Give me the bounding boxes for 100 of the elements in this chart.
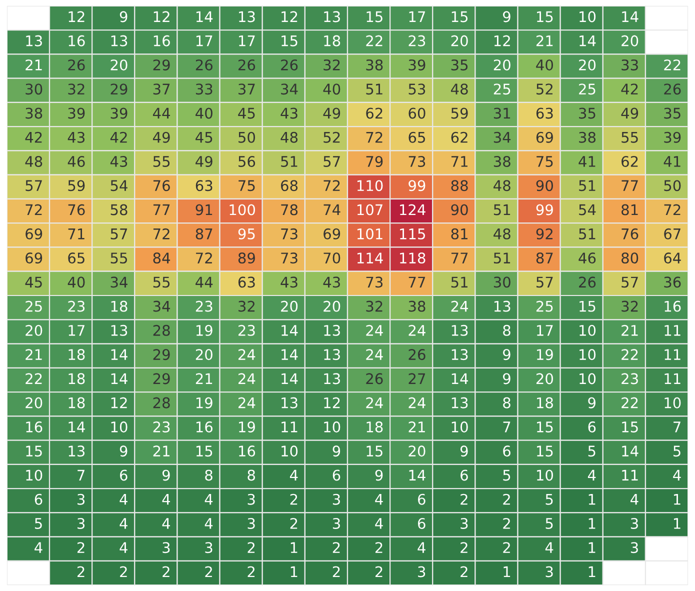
data-label: 23: [408, 35, 426, 46]
data-label: 13: [324, 349, 340, 360]
data-label: 26: [68, 59, 85, 70]
data-label: 10: [537, 470, 553, 481]
data-label: 22: [622, 349, 638, 360]
data-label: 18: [68, 397, 85, 408]
data-label: 81: [451, 228, 468, 240]
data-label: 24: [238, 349, 256, 360]
data-label: 15: [537, 422, 553, 432]
data-label: 17: [196, 36, 212, 46]
data-label: 2: [460, 542, 468, 553]
data-label: 2: [77, 542, 84, 553]
data-label: 20: [622, 35, 638, 46]
data-label: 55: [622, 132, 638, 143]
data-label: 18: [68, 349, 85, 360]
data-label: 10: [452, 421, 468, 432]
data-label: 28: [153, 397, 170, 408]
data-label: 13: [282, 397, 298, 408]
data-label: 48: [450, 84, 468, 95]
data-label: 28: [153, 324, 170, 336]
data-label: 11: [282, 422, 298, 432]
data-label: 20: [408, 446, 426, 457]
data-label: 29: [110, 84, 128, 95]
data-label: 14: [282, 325, 298, 336]
data-label: 3: [248, 494, 255, 505]
data-label: 73: [281, 252, 298, 264]
data-label: 7: [674, 422, 680, 432]
data-label: 39: [408, 59, 426, 70]
data-label: 14: [111, 349, 128, 360]
data-label: 13: [452, 397, 468, 408]
data-label: 49: [323, 108, 340, 119]
data-label: 50: [664, 180, 681, 192]
data-label: 23: [68, 300, 85, 312]
data-label: 6: [460, 470, 468, 481]
data-label: 73: [366, 276, 383, 288]
data-label: 2: [460, 566, 468, 578]
data-label: 2: [375, 566, 382, 578]
data-label: 36: [664, 276, 681, 288]
data-label: 76: [68, 204, 85, 216]
data-label: 14: [622, 446, 638, 456]
data-label: 22: [366, 35, 382, 46]
data-label: 15: [366, 11, 382, 22]
data-label: 17: [537, 325, 553, 336]
data-label: 3: [78, 494, 85, 505]
data-label: 1: [588, 518, 596, 529]
data-label: 26: [238, 59, 256, 70]
data-label: 5: [546, 494, 553, 505]
data-label: 4: [34, 542, 42, 553]
data-label: 38: [26, 108, 42, 119]
data-label: 19: [196, 397, 212, 408]
data-label: 52: [536, 84, 552, 95]
data-label: 11: [664, 349, 680, 360]
data-label: 79: [366, 156, 383, 168]
data-label: 20: [26, 324, 42, 336]
data-label: 20: [451, 35, 468, 46]
data-label: 1: [674, 518, 680, 529]
data-label: 40: [196, 108, 212, 119]
data-label: 77: [451, 252, 468, 264]
data-label: 19: [537, 349, 553, 360]
data-label: 10: [26, 470, 42, 481]
data-label: 114: [357, 252, 383, 264]
data-label: 12: [68, 11, 84, 22]
data-label: 34: [153, 300, 170, 312]
data-label: 6: [34, 494, 42, 505]
data-label: 4: [630, 494, 638, 505]
data-label: 124: [400, 204, 426, 216]
data-label: 60: [408, 108, 426, 119]
data-label: 69: [26, 252, 42, 264]
data-label: 3: [248, 518, 255, 529]
data-label: 18: [366, 421, 383, 432]
data-label: 16: [68, 35, 85, 46]
data-label: 34: [110, 276, 128, 288]
data-label: 12: [324, 397, 340, 408]
data-label: 32: [324, 59, 340, 70]
data-label: 9: [503, 349, 510, 360]
data-label: 15: [196, 446, 212, 457]
data-label: 8: [503, 397, 510, 408]
data-label: 57: [622, 276, 638, 288]
data-label: 35: [451, 59, 468, 70]
data-label: 25: [579, 84, 596, 95]
data-label: 18: [68, 373, 85, 384]
data-label: 54: [110, 180, 128, 192]
data-label: 15: [622, 422, 638, 432]
data-label: 67: [664, 228, 680, 240]
data-label: 12: [111, 397, 127, 408]
data-label: 6: [418, 518, 426, 529]
data-label: 56: [238, 156, 256, 168]
data-label: 20: [579, 59, 596, 70]
data-label: 14: [409, 470, 426, 481]
data-label: 16: [239, 446, 256, 457]
data-label: 14: [282, 349, 298, 360]
data-label: 15: [26, 446, 42, 457]
data-label: 1: [674, 494, 680, 505]
data-label: 2: [120, 566, 127, 578]
data-label: 45: [25, 276, 42, 288]
data-label: 2: [332, 542, 340, 553]
data-label: 23: [196, 300, 212, 312]
data-label: 21: [622, 324, 638, 336]
data-label: 10: [282, 446, 298, 457]
data-label: 6: [503, 446, 510, 457]
